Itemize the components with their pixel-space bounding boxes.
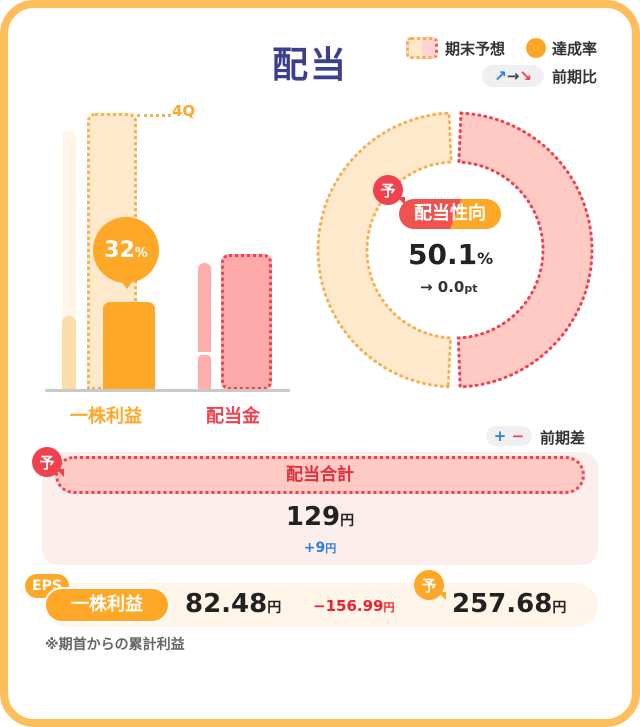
forecast-legend-icon (406, 37, 438, 59)
dividend-total-label: 配当合計 (55, 456, 585, 494)
achievement-unit: % (134, 245, 148, 261)
eps-label: 一株利益 (44, 587, 170, 623)
dividend-total-diff: +9円 (303, 540, 337, 556)
page-title: 配当 (272, 45, 349, 86)
dividend-bar-label: 配当金 (206, 406, 260, 427)
eps-diff: −156.99円 (313, 597, 395, 615)
dividend-total-value: 129円 (285, 502, 355, 532)
eps-actual-bar (103, 302, 155, 390)
payout-change: → 0.0pt (420, 278, 478, 296)
eps-value: 82.48円 (185, 589, 282, 619)
footnote: ※期首からの累計利益 (45, 637, 185, 653)
payout-label: 配当性向 (399, 199, 501, 229)
payout-donut (316, 111, 594, 389)
legend-forecast: 期末予想 (445, 40, 506, 58)
forecast-badge: 予 (414, 570, 446, 600)
diff-legend-label: 前期差 (540, 429, 586, 447)
quarter-label: 4Q (172, 102, 196, 120)
baseline (45, 389, 290, 392)
achievement-legend-icon (526, 38, 546, 58)
diff-legend-icon: + − (486, 426, 532, 446)
legend-yoy: 前期比 (552, 68, 598, 86)
quarter-leader-line (137, 114, 171, 117)
bubble-tail (121, 281, 133, 289)
achievement-bubble: 32% (93, 217, 159, 283)
eps-prev-bar-fill (62, 316, 76, 390)
dividend-forecast-bar (221, 254, 272, 390)
payout-remaining-segment (316, 111, 453, 389)
eps-forecast-value: 257.68円 (452, 589, 567, 619)
payout-forecast-segment (456, 111, 594, 389)
forecast-badge: 予 (373, 175, 405, 205)
payout-value: 50.1% (408, 238, 494, 271)
dividend-prev-bar-upper (198, 263, 211, 352)
dividend-prev-bar-lower (198, 355, 211, 390)
achievement-rate: 32 (104, 237, 135, 263)
legend-achievement: 達成率 (552, 40, 598, 58)
forecast-badge: 予 (32, 447, 64, 477)
yoy-legend-icon: ↗→↘ (482, 65, 544, 87)
eps-bar-label: 一株利益 (70, 406, 142, 427)
